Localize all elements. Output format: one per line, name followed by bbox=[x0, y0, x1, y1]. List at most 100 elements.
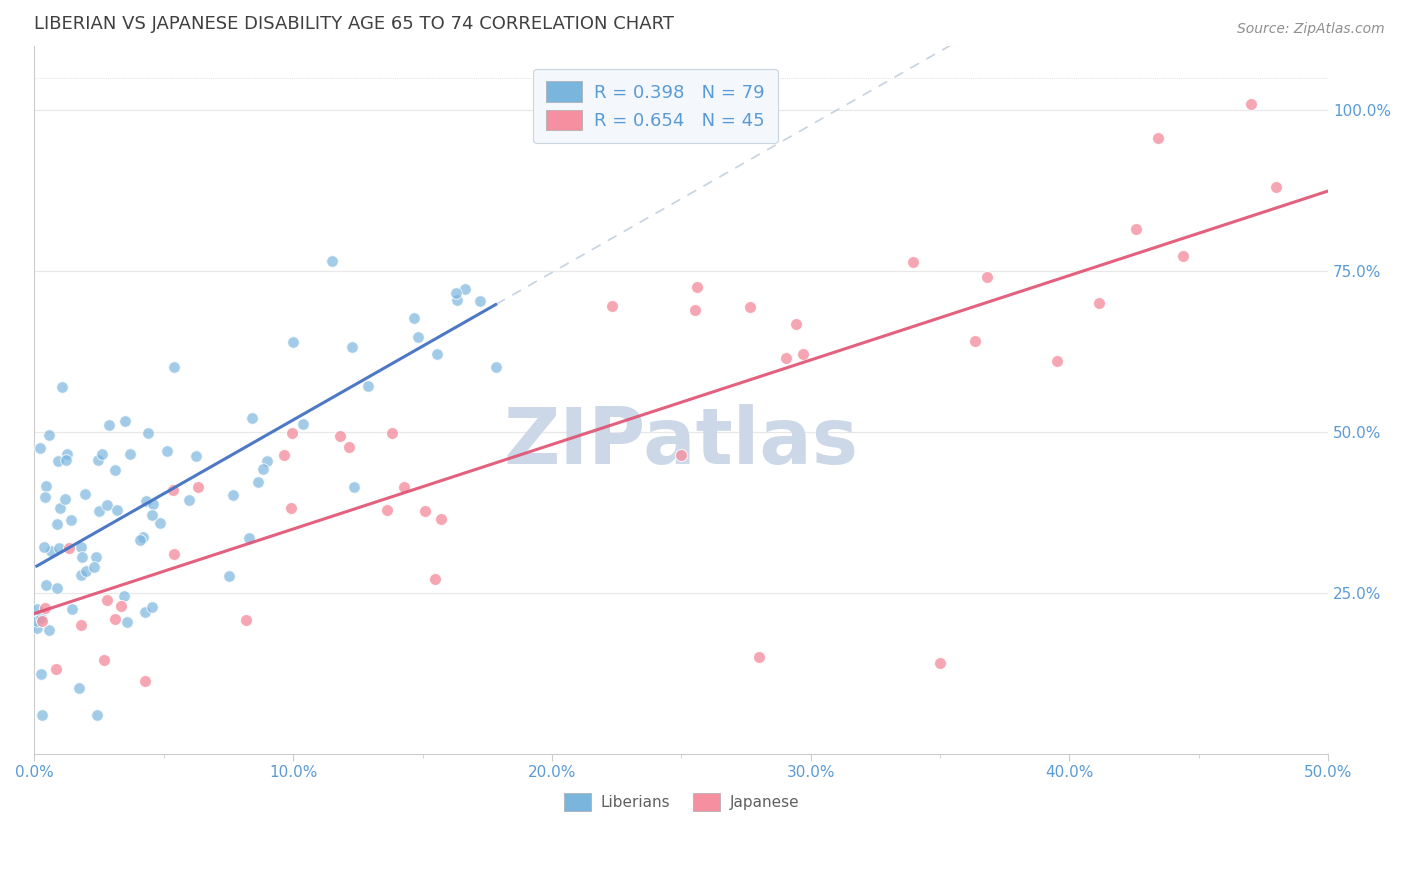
Point bbox=[35, 479, 58, 493]
Point bbox=[256, 453, 278, 467]
Point bbox=[775, 351, 797, 365]
Point bbox=[48, 541, 70, 556]
Point bbox=[83, 560, 105, 574]
Point bbox=[55, 447, 77, 461]
Point bbox=[135, 494, 157, 508]
Legend: Liberians, Japanese: Liberians, Japanese bbox=[557, 787, 806, 817]
Point bbox=[93, 653, 115, 667]
Point bbox=[1046, 353, 1069, 368]
Point bbox=[901, 255, 924, 269]
Point bbox=[96, 592, 118, 607]
Point bbox=[86, 707, 108, 722]
Point bbox=[1146, 131, 1168, 145]
Point bbox=[485, 360, 508, 375]
Point bbox=[25, 614, 48, 628]
Point bbox=[671, 448, 693, 462]
Point bbox=[34, 490, 56, 504]
Point bbox=[235, 613, 257, 627]
Point bbox=[381, 426, 404, 441]
Point bbox=[156, 444, 179, 458]
Point bbox=[162, 483, 184, 497]
Point bbox=[30, 441, 52, 455]
Point bbox=[283, 335, 305, 350]
Point bbox=[141, 599, 163, 614]
Point bbox=[163, 547, 186, 561]
Point bbox=[321, 254, 343, 268]
Point bbox=[218, 569, 240, 583]
Point bbox=[39, 544, 62, 558]
Point bbox=[138, 426, 160, 441]
Point bbox=[375, 502, 398, 516]
Point bbox=[38, 427, 60, 442]
Point bbox=[105, 502, 128, 516]
Point bbox=[142, 497, 165, 511]
Point bbox=[112, 590, 135, 604]
Point bbox=[273, 448, 295, 462]
Point bbox=[134, 605, 156, 619]
Text: Source: ZipAtlas.com: Source: ZipAtlas.com bbox=[1237, 22, 1385, 37]
Point bbox=[27, 602, 49, 616]
Point bbox=[444, 285, 467, 300]
Point bbox=[252, 461, 274, 475]
Point bbox=[187, 481, 209, 495]
Point bbox=[69, 568, 91, 582]
Point bbox=[87, 452, 110, 467]
Point bbox=[129, 533, 152, 548]
Point bbox=[104, 612, 127, 626]
Point bbox=[222, 488, 245, 502]
Point bbox=[30, 611, 52, 625]
Point bbox=[1173, 249, 1195, 263]
Point bbox=[404, 311, 426, 326]
Point bbox=[104, 463, 127, 477]
Point bbox=[51, 380, 73, 394]
Point bbox=[114, 414, 136, 428]
Point bbox=[406, 330, 429, 344]
Point bbox=[184, 450, 207, 464]
Point bbox=[929, 657, 952, 671]
Point bbox=[91, 447, 114, 461]
Point bbox=[98, 417, 121, 432]
Point bbox=[31, 707, 53, 722]
Point bbox=[976, 269, 998, 284]
Point bbox=[1265, 180, 1288, 194]
Point bbox=[70, 618, 93, 632]
Point bbox=[281, 425, 304, 440]
Point bbox=[134, 674, 156, 689]
Point bbox=[686, 280, 709, 294]
Text: ZIPatlas: ZIPatlas bbox=[503, 404, 859, 480]
Point bbox=[1239, 96, 1261, 111]
Point bbox=[60, 513, 83, 527]
Point bbox=[179, 492, 201, 507]
Point bbox=[58, 541, 80, 556]
Point bbox=[67, 681, 90, 695]
Point bbox=[34, 540, 56, 554]
Point bbox=[340, 340, 363, 354]
Point bbox=[149, 516, 172, 530]
Point bbox=[53, 491, 76, 506]
Point bbox=[25, 622, 48, 636]
Point bbox=[685, 303, 707, 318]
Point bbox=[1088, 296, 1111, 310]
Point bbox=[600, 299, 623, 313]
Point bbox=[73, 487, 96, 501]
Point bbox=[46, 454, 69, 468]
Point bbox=[748, 650, 770, 665]
Point bbox=[45, 581, 67, 595]
Point bbox=[357, 379, 380, 393]
Point bbox=[110, 599, 132, 613]
Point bbox=[38, 624, 60, 638]
Point bbox=[55, 452, 77, 467]
Point bbox=[31, 614, 53, 628]
Point bbox=[118, 447, 141, 461]
Point bbox=[45, 662, 67, 676]
Point bbox=[131, 531, 153, 545]
Point bbox=[280, 501, 302, 516]
Point bbox=[343, 480, 366, 494]
Point bbox=[84, 549, 107, 564]
Point bbox=[163, 359, 186, 374]
Point bbox=[429, 512, 451, 526]
Point bbox=[454, 282, 477, 296]
Point bbox=[89, 504, 111, 518]
Point bbox=[35, 578, 58, 592]
Point bbox=[426, 347, 449, 361]
